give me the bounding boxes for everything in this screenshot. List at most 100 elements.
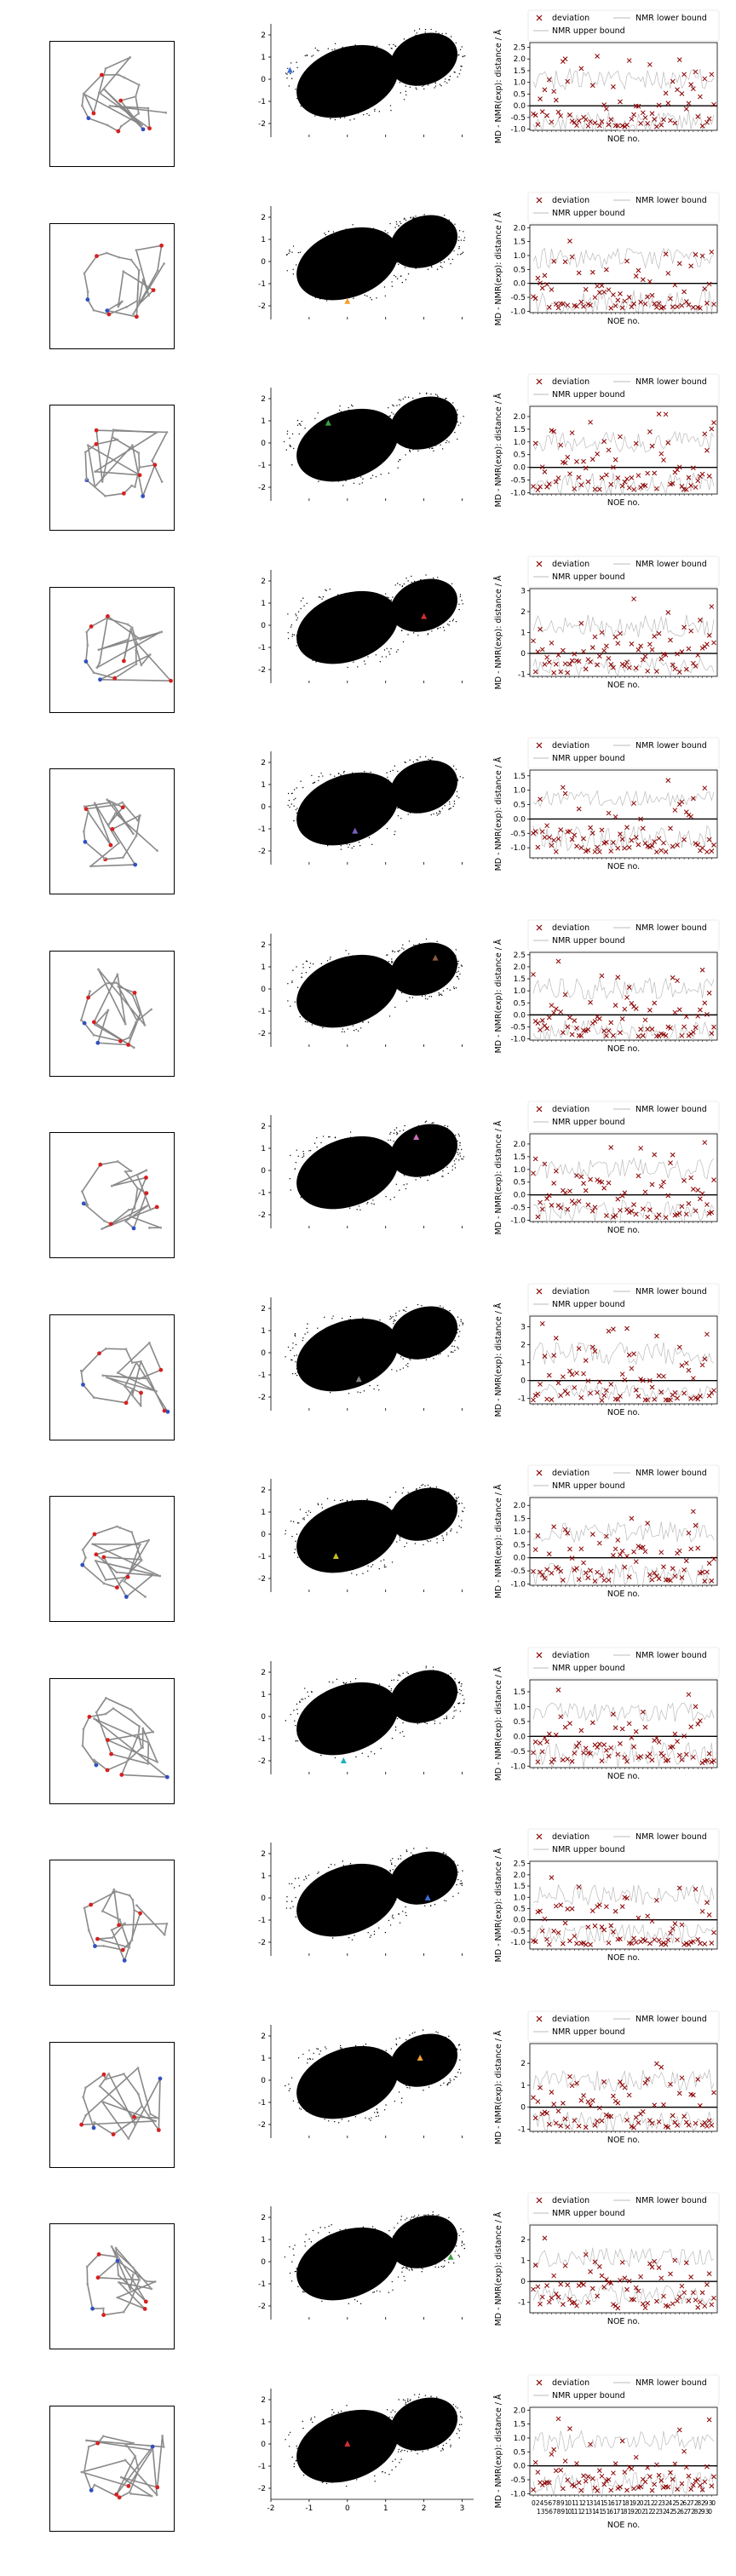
cloud-point (332, 478, 334, 480)
cloud-point (449, 950, 451, 952)
cloud-point (440, 1672, 442, 1674)
deviation-y-tick: 2.0 (514, 413, 526, 422)
cloud-point (389, 1151, 391, 1153)
cloud-point (345, 2412, 347, 2414)
cloud-point (415, 87, 417, 89)
molecule-atom (137, 2092, 140, 2096)
cloud-point (440, 218, 442, 221)
deviation-marker (615, 2485, 621, 2491)
cloud-point (399, 1189, 400, 1191)
cloud-point (425, 938, 428, 940)
molecule-atom (92, 1395, 95, 1399)
molecule-atom (83, 805, 86, 808)
pca-scatter-plot: 210-1-2 (258, 933, 463, 1047)
deviation-marker (608, 305, 614, 311)
cloud-point (388, 2473, 390, 2475)
deviation-marker (539, 464, 545, 470)
cloud-point (317, 656, 319, 658)
cloud-point (328, 1866, 330, 1869)
cloud-point (449, 2438, 451, 2441)
cloud-point (374, 231, 377, 233)
deviation-marker (668, 1930, 673, 1936)
cloud-point (393, 624, 394, 626)
cloud-point (456, 2075, 457, 2078)
cloud-point (336, 480, 338, 482)
selected-frame-marker (340, 1757, 347, 1763)
molecule-bond (95, 439, 118, 446)
deviation-marker (668, 1025, 673, 1031)
cloud-point (417, 1124, 420, 1127)
cloud-point (393, 1330, 394, 1331)
deviation-marker (599, 2118, 605, 2123)
scatter-y-tick: -2 (258, 2121, 266, 2130)
cloud-point (293, 799, 295, 801)
cloud-point (377, 1384, 378, 1386)
cloud-point (354, 2115, 357, 2118)
molecule-bond (156, 2435, 164, 2487)
deviation-marker (553, 2291, 559, 2297)
deviation-marker (711, 842, 716, 848)
cloud-point (292, 1347, 294, 1348)
deviation-marker (578, 845, 584, 851)
deviation-marker (549, 1203, 555, 1208)
molecule-bond (82, 1745, 97, 1766)
deviation-marker (578, 482, 584, 488)
deviation-marker (690, 86, 696, 91)
cloud-point (431, 2215, 433, 2217)
cloud-point (382, 240, 384, 242)
deviation-marker (532, 1939, 538, 1945)
cloud-point (390, 425, 392, 427)
cloud-point (389, 2241, 392, 2243)
deviation-marker (555, 1687, 561, 1693)
deviation-y-tick: -1.0 (510, 2490, 526, 2498)
deviation-marker (647, 1207, 653, 1213)
molecule-bond (90, 617, 107, 627)
cloud-point (382, 1559, 385, 1561)
cloud-point (365, 2043, 367, 2044)
cloud-point (287, 792, 290, 795)
cloud-point (417, 2214, 420, 2216)
cloud-point (392, 2078, 394, 2079)
cloud-point (300, 1914, 302, 1916)
molecule-bond (139, 1368, 162, 1379)
cloud-point (374, 110, 376, 112)
cloud-point (422, 85, 423, 88)
scatter-y-tick: 2 (261, 2033, 266, 2041)
deviation-marker (638, 816, 643, 822)
deviation-marker (606, 1027, 612, 1033)
cloud-point (458, 2068, 460, 2070)
cloud-point (287, 982, 289, 984)
deviation-marker (538, 1199, 543, 1205)
deviation-marker (635, 1915, 641, 1921)
cloud-point (457, 1496, 459, 1498)
cloud-point (303, 1742, 305, 1745)
deviation-marker (668, 296, 673, 301)
cloud-point (351, 1140, 353, 1141)
deviation-marker (589, 1344, 595, 1349)
molecule-atom (103, 1219, 106, 1222)
cloud-point (396, 1132, 399, 1135)
cloud-point (371, 2226, 374, 2228)
cloud-point (307, 1322, 308, 1325)
deviation-ylabel: MD - NMR(exp): distance / Å (493, 939, 503, 1053)
pca-scatter-plot: 210-1-2 (258, 569, 463, 683)
legend-deviation-label: deviation (552, 14, 589, 23)
deviation-marker (649, 2487, 655, 2493)
cloud-point (393, 964, 394, 967)
molecule-atom (107, 2072, 111, 2075)
cloud-point (305, 1925, 307, 1928)
cloud-point (405, 85, 407, 87)
cloud-point (424, 762, 427, 764)
molecule-atom (103, 88, 106, 91)
cloud-point (437, 2031, 439, 2033)
cloud-point (457, 424, 460, 426)
deviation-marker (574, 1941, 579, 1946)
molecule-bond (106, 300, 123, 311)
cloud-point (302, 1153, 305, 1155)
cloud-point (455, 1500, 457, 1502)
deviation-marker (601, 1927, 607, 1933)
cloud-point (400, 978, 402, 980)
cloud-point (304, 1332, 306, 1335)
molecule-atom (101, 1555, 106, 1560)
cloud-point (458, 2429, 461, 2431)
